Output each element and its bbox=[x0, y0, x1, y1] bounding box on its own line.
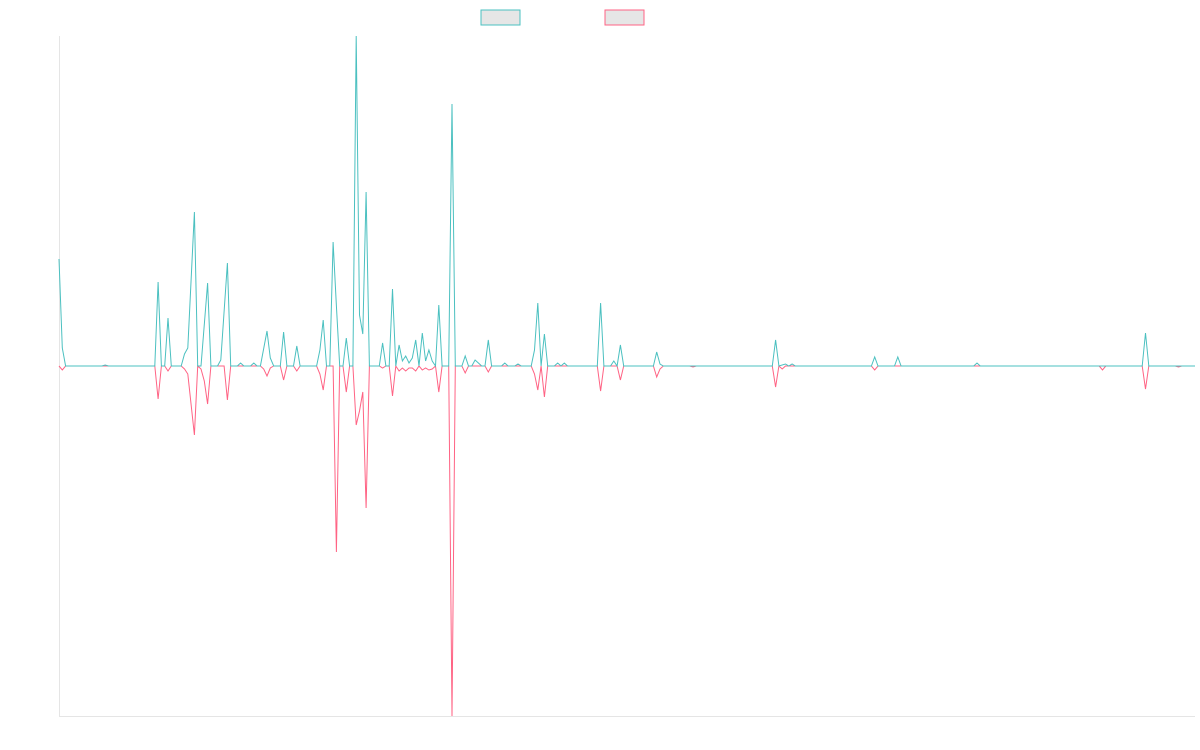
legend-item-1[interactable] bbox=[604, 9, 645, 26]
series-line-0 bbox=[58, 35, 1195, 368]
legend-item-0[interactable] bbox=[480, 9, 521, 26]
legend bbox=[480, 9, 645, 26]
series-line-1 bbox=[58, 364, 1195, 717]
plot-area bbox=[58, 35, 1195, 717]
